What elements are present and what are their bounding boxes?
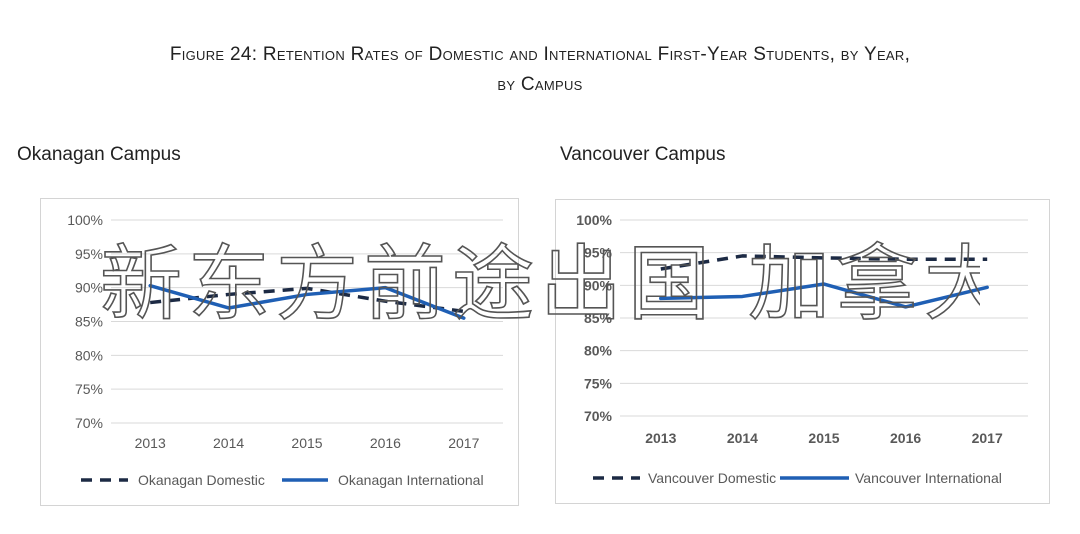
figure-title-line-1: Figure 24: Retention Rates of Domestic a… [169,44,911,65]
y-tick-label: 100% [67,212,103,228]
series-line-domestic [150,286,465,314]
okanagan-chart-panel: 100% 95% 90% 85% 80% 75% 70% 2013 2014 2015 2016 20… [40,198,519,506]
vancouver-chart-title: Vancouver Campus [560,144,726,165]
series-line-domestic [660,254,988,271]
legend-label: Okanagan International [338,472,484,488]
x-tick-label: 2017 [448,435,479,451]
figure-title: Figure 24: Retention Rates of Domestic a… [0,40,1080,100]
y-tick-label: 75% [75,381,103,397]
x-tick-label: 2014 [727,430,758,446]
x-tick-label: 2017 [972,430,1003,446]
series-line-international [148,283,466,320]
vancouver-line-chart: 100% 95% 90% 85% 80% 75% 70% 2013 2014 2015 2016 20… [576,212,1028,486]
vancouver-chart-panel: 100% 95% 90% 85% 80% 75% 70% 2013 2014 2015 2016 20… [555,199,1050,504]
y-tick-label: 80% [584,343,613,359]
y-tick-label: 90% [584,277,613,293]
y-tick-label: 95% [584,245,613,261]
x-tick-label: 2013 [645,430,676,446]
okanagan-line-chart: 100% 95% 90% 85% 80% 75% 70% 2013 2014 2015 2016 20… [67,212,503,488]
okanagan-chart-title: Okanagan Campus [17,144,181,165]
x-tick-label: 2015 [808,430,839,446]
y-tick-label: 90% [75,280,103,296]
y-tick-label: 95% [75,246,103,262]
y-tick-label: 85% [584,310,613,326]
x-tick-label: 2014 [213,435,244,451]
legend-label: Vancouver International [855,470,1002,486]
y-tick-label: 80% [75,347,103,363]
figure-title-line-2: by Campus [497,74,583,95]
y-tick-label: 70% [75,415,103,431]
x-tick-label: 2015 [291,435,322,451]
x-tick-label: 2013 [135,435,166,451]
series-line-international [659,282,989,309]
x-tick-label: 2016 [890,430,921,446]
y-tick-label: 70% [584,408,613,424]
legend-label: Vancouver Domestic [648,470,776,486]
y-tick-label: 85% [75,314,103,330]
x-tick-label: 2016 [370,435,401,451]
y-tick-label: 75% [584,375,613,391]
y-tick-label: 100% [576,212,612,228]
legend-label: Okanagan Domestic [138,472,265,488]
